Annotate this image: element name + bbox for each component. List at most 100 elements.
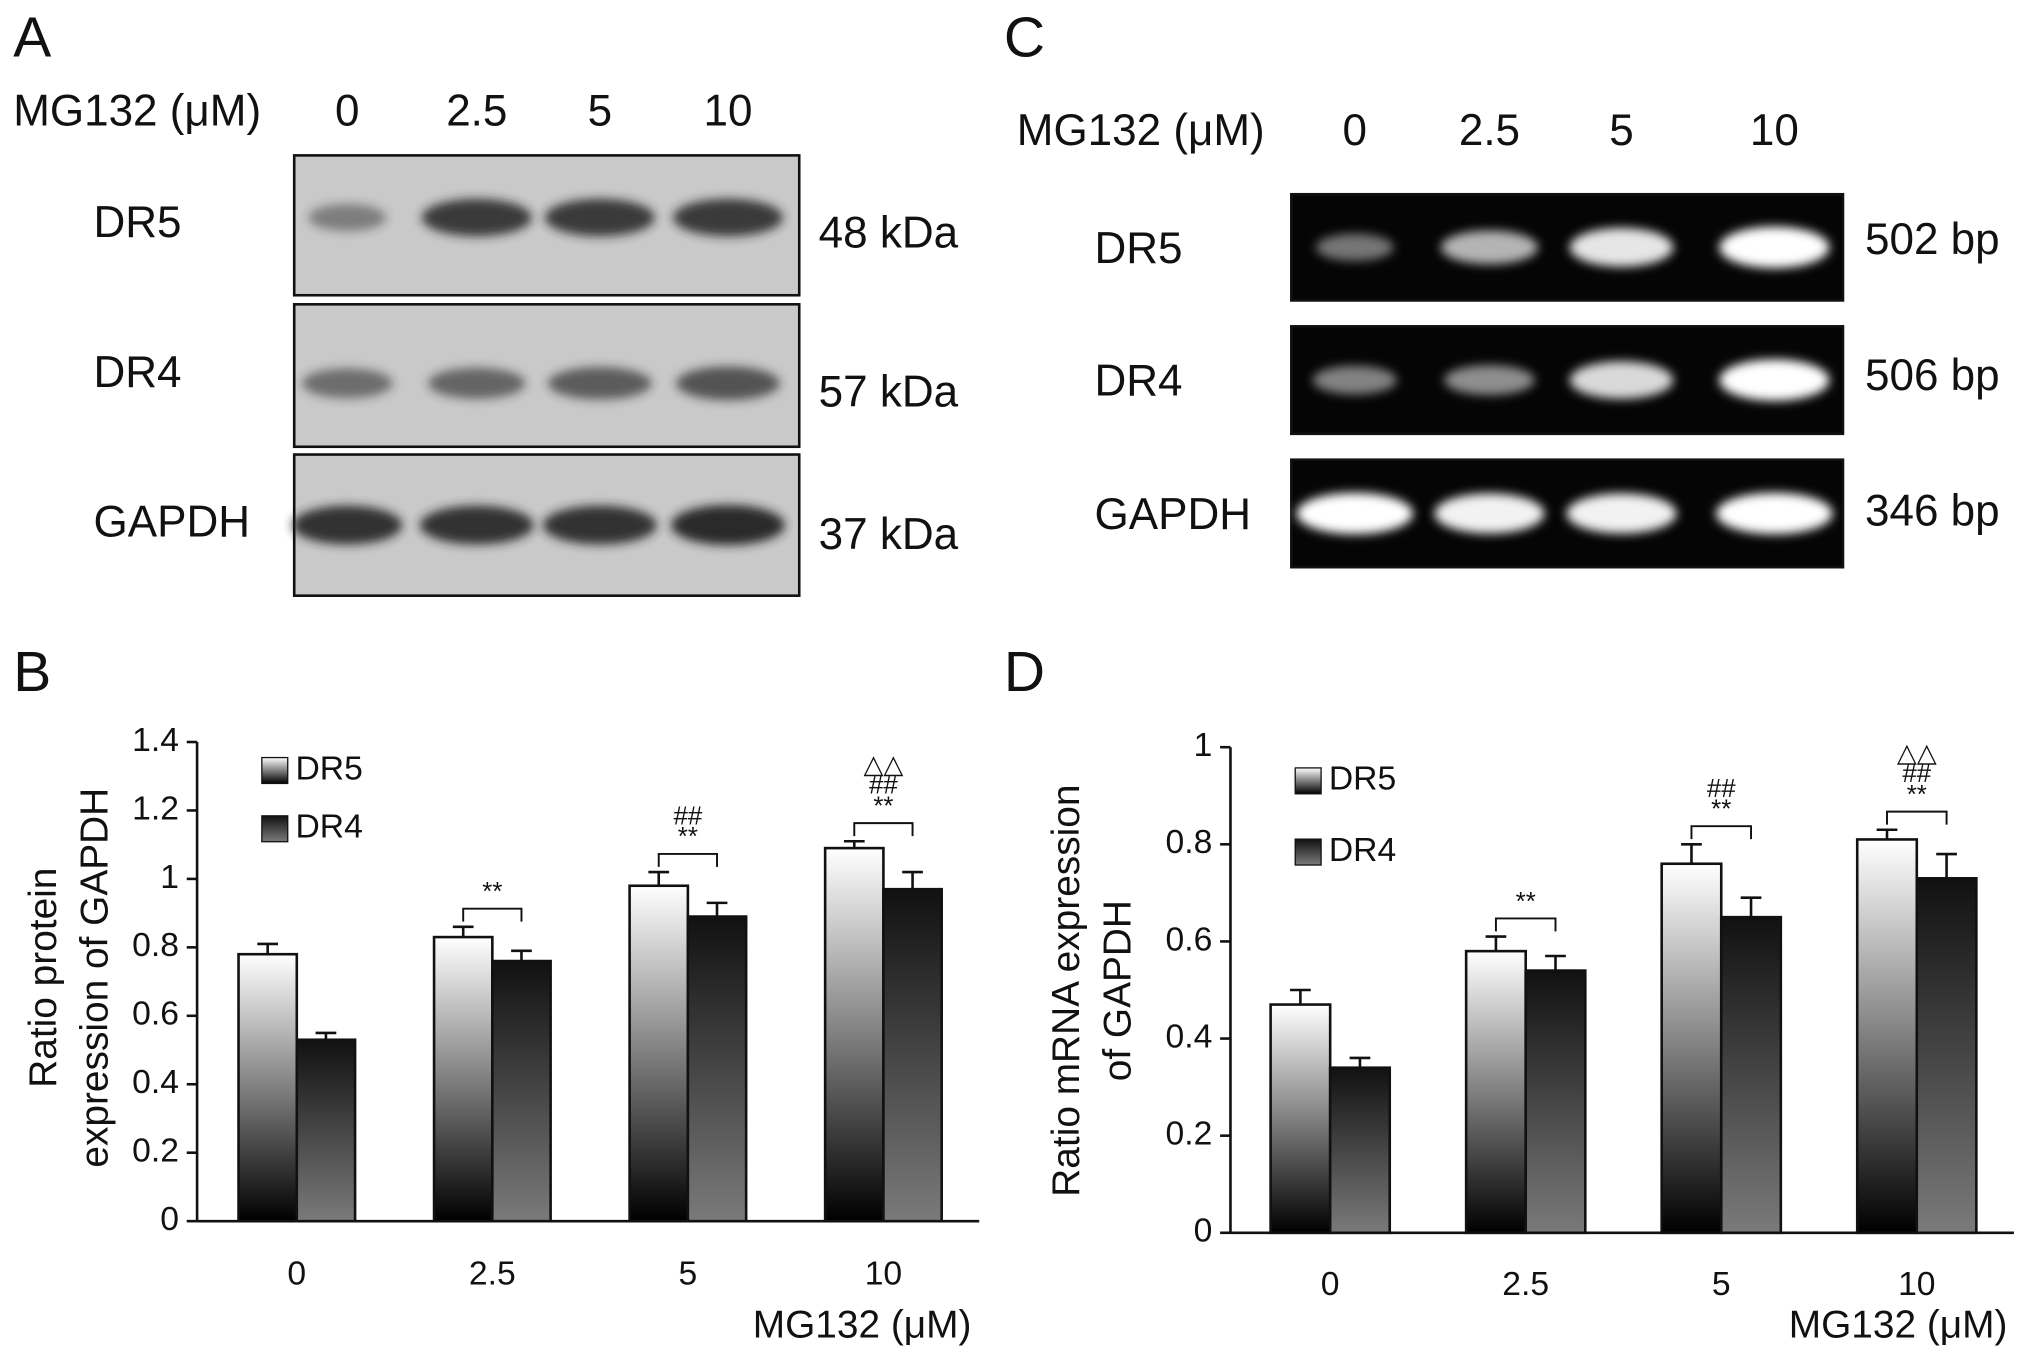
bar xyxy=(1328,1066,1392,1235)
bar xyxy=(1855,838,1919,1235)
y-axis-title: expression of GAPDH xyxy=(74,788,117,1168)
row-label: DR5 xyxy=(1094,224,1182,273)
size-label: 346 bp xyxy=(1865,487,2000,536)
band xyxy=(292,505,403,545)
bar xyxy=(823,846,885,1223)
size-label: 37 kDa xyxy=(819,510,959,559)
error-bar xyxy=(843,839,865,849)
bar xyxy=(1464,949,1528,1235)
error-bar xyxy=(902,870,923,890)
significance-mark: ** xyxy=(1516,888,1536,916)
y-axis-title: Ratio protein xyxy=(22,868,65,1088)
y-tick-label: 1.4 xyxy=(132,722,179,759)
lane-label: 2.5 xyxy=(1459,106,1520,155)
row-label: GAPDH xyxy=(93,498,250,547)
y-tick-label: 1 xyxy=(160,859,179,896)
legend-label: DR4 xyxy=(1329,832,1396,869)
y-tick-label: 1 xyxy=(1194,727,1213,764)
x-tick-label: 5 xyxy=(679,1255,698,1292)
legend-label: DR5 xyxy=(1329,761,1396,798)
legend-label: DR5 xyxy=(296,750,363,787)
y-tick-label: 0.8 xyxy=(1166,824,1213,861)
y-tick-label: 0.8 xyxy=(132,927,179,964)
band xyxy=(1569,227,1674,267)
y-tick-label: 0.2 xyxy=(1166,1116,1213,1153)
bar xyxy=(686,915,748,1223)
band xyxy=(1719,359,1830,401)
band xyxy=(308,203,387,232)
legend-swatch xyxy=(1294,767,1322,795)
band xyxy=(671,505,785,546)
error-bar xyxy=(1681,843,1702,864)
error-bar xyxy=(706,901,728,917)
bar xyxy=(237,952,299,1223)
bar xyxy=(1915,877,1978,1235)
error-bar xyxy=(1290,988,1311,1005)
error-bar xyxy=(1936,852,1957,879)
legend-label: DR4 xyxy=(296,809,363,846)
error-bar xyxy=(1485,935,1507,952)
lane-label: 2.5 xyxy=(446,87,507,136)
significance-mark: ** xyxy=(873,792,893,820)
row-label: DR5 xyxy=(93,198,181,247)
significance-bracket xyxy=(853,822,914,837)
lane-label: 5 xyxy=(1609,106,1633,155)
y-tick-label: 0 xyxy=(1194,1213,1213,1250)
band xyxy=(428,367,526,399)
band xyxy=(1296,492,1414,535)
legend-swatch xyxy=(1294,838,1322,866)
band xyxy=(419,505,534,545)
band xyxy=(672,198,784,237)
error-bar xyxy=(1740,896,1762,918)
error-bar xyxy=(648,870,670,886)
band xyxy=(1315,233,1394,261)
bar xyxy=(1719,915,1783,1235)
y-tick-label: 1.2 xyxy=(132,790,179,827)
band xyxy=(1312,365,1397,395)
significance-mark: ## xyxy=(1902,760,1931,788)
x-tick-label: 2.5 xyxy=(1502,1266,1549,1303)
bar xyxy=(1524,969,1587,1235)
y-axis-title: of GAPDH xyxy=(1097,900,1140,1081)
x-tick-label: 0 xyxy=(287,1255,306,1292)
lane-label: 10 xyxy=(1750,106,1799,155)
significance-mark: ## xyxy=(673,803,702,831)
x-tick-label: 0 xyxy=(1321,1266,1340,1303)
panel-label: C xyxy=(1004,5,1045,69)
row-label: DR4 xyxy=(93,348,181,397)
error-bar xyxy=(511,949,532,962)
lane-label: 0 xyxy=(1343,106,1367,155)
band xyxy=(676,366,780,401)
legend-swatch xyxy=(261,815,289,843)
band xyxy=(301,368,393,399)
error-bar xyxy=(1545,954,1566,971)
size-label: 506 bp xyxy=(1865,351,2000,400)
significance-mark: △△ xyxy=(1897,739,1937,767)
band xyxy=(1444,365,1535,395)
error-bar xyxy=(1876,828,1898,840)
significance-bracket xyxy=(462,907,523,922)
band xyxy=(542,505,657,545)
size-label: 48 kDa xyxy=(819,208,959,257)
size-label: 57 kDa xyxy=(819,368,959,417)
size-label: 502 bp xyxy=(1865,215,2000,264)
significance-mark: ## xyxy=(1707,775,1736,803)
band xyxy=(548,367,652,400)
bar xyxy=(491,959,552,1223)
significance-bracket xyxy=(1494,917,1557,932)
band xyxy=(1440,230,1539,265)
band xyxy=(1716,492,1833,535)
significance-mark: △△ xyxy=(864,751,904,779)
bar xyxy=(432,935,494,1223)
error-bar xyxy=(315,1031,337,1040)
error-bar xyxy=(257,942,279,955)
y-tick-label: 0.2 xyxy=(132,1133,179,1170)
significance-mark: ** xyxy=(678,823,698,851)
bar xyxy=(882,887,943,1223)
band xyxy=(1719,226,1830,269)
x-tick-label: 10 xyxy=(865,1255,902,1292)
band xyxy=(1566,493,1677,534)
bar xyxy=(1660,862,1723,1235)
